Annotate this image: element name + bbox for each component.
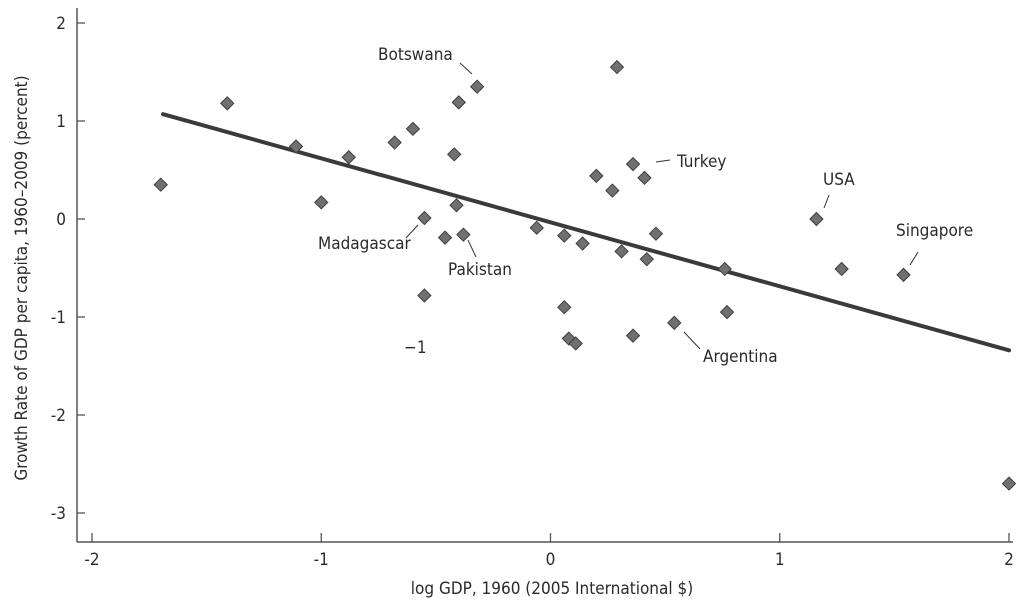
annotation-leaders — [405, 62, 919, 350]
data-point — [529, 220, 544, 236]
data-point — [568, 336, 583, 351]
x-tick-label: -1 — [314, 550, 329, 570]
data-point — [834, 261, 849, 277]
leader-argentina — [683, 331, 701, 350]
data-point — [417, 210, 432, 226]
data-point — [605, 183, 620, 198]
leader-usa — [823, 194, 830, 209]
data-point — [625, 328, 641, 343]
x-tick-label: 1 — [775, 550, 785, 570]
annotation-botswana: Botswana — [378, 45, 453, 65]
data-point — [220, 96, 235, 111]
annotations: Botswana Turkey USA Singapore Madagascar… — [318, 45, 973, 367]
data-points — [153, 59, 1017, 491]
data-point — [637, 170, 652, 186]
data-point — [625, 156, 641, 172]
data-point — [405, 121, 421, 137]
data-point — [609, 59, 625, 75]
data-point — [437, 230, 453, 245]
annotation-turkey: Turkey — [676, 152, 726, 172]
trend-line — [161, 112, 1011, 353]
data-point — [896, 267, 911, 283]
x-tick-label: 2 — [1004, 550, 1014, 570]
trend-line-group — [161, 112, 1011, 353]
x-tick-label: -2 — [84, 550, 99, 570]
y-tick-label: -2 — [51, 406, 66, 426]
leader-turkey — [655, 159, 671, 163]
annotation-argentina: Argentina — [703, 347, 778, 367]
stray-label: −1 — [404, 338, 427, 358]
data-point — [417, 288, 432, 303]
data-point — [589, 168, 604, 184]
data-point — [314, 195, 329, 210]
data-point — [575, 236, 590, 251]
y-tick-label: 1 — [56, 112, 66, 132]
data-point — [341, 150, 356, 165]
data-point — [614, 244, 629, 259]
data-point — [1001, 476, 1017, 491]
data-point — [719, 304, 735, 320]
ticks: -2 -1 0 1 2 2 1 0 -1 -2 -3 — [51, 14, 1014, 570]
leader-singapore — [909, 251, 919, 266]
data-point — [557, 299, 572, 315]
axes — [76, 8, 1013, 543]
data-point — [557, 228, 572, 243]
data-point — [648, 226, 664, 241]
annotation-usa: USA — [823, 170, 855, 190]
data-point — [447, 147, 462, 162]
y-tick-label: -1 — [51, 308, 66, 328]
data-point — [456, 227, 471, 242]
data-point — [717, 261, 732, 277]
y-tick-label: 2 — [56, 14, 66, 34]
x-tick-label: 0 — [546, 550, 556, 570]
data-point — [449, 198, 464, 213]
y-tick-label: -3 — [51, 504, 66, 524]
data-point — [639, 251, 654, 267]
data-point — [153, 177, 168, 192]
leader-madagascar — [405, 224, 419, 239]
annotation-madagascar: Madagascar — [318, 234, 411, 254]
annotation-pakistan: Pakistan — [448, 260, 512, 280]
data-point — [809, 211, 824, 227]
y-tick-label: 0 — [56, 210, 66, 230]
data-point — [387, 135, 402, 150]
data-point — [451, 95, 467, 110]
y-axis-title: Growth Rate of GDP per capita, 1960–2009… — [12, 75, 32, 480]
annotation-singapore: Singapore — [896, 221, 973, 241]
data-point — [288, 139, 304, 154]
x-axis-title: log GDP, 1960 (2005 International $) — [411, 579, 693, 599]
data-point — [667, 315, 682, 331]
leader-pakistan — [467, 239, 477, 258]
data-point — [469, 79, 485, 94]
leader-botswana — [459, 62, 473, 75]
